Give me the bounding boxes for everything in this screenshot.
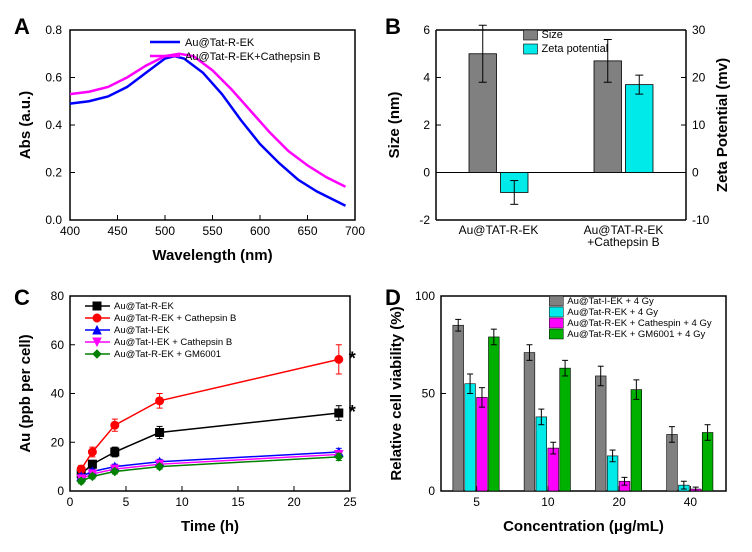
svg-text:10: 10 bbox=[175, 495, 189, 509]
svg-text:-2: -2 bbox=[419, 213, 430, 227]
svg-text:40: 40 bbox=[684, 495, 698, 509]
svg-text:10: 10 bbox=[692, 118, 706, 132]
chart-d: 0 50 100 5 10 20 40 Concentration (μg/mL) Relati… bbox=[381, 281, 741, 541]
svg-text:Size (nm): Size (nm) bbox=[386, 92, 403, 159]
svg-text:Au@Tat-I-EK: Au@Tat-I-EK bbox=[114, 325, 170, 336]
svg-text:Au@Tat-I-EK + 4 Gy: Au@Tat-I-EK + 4 Gy bbox=[567, 296, 654, 307]
svg-text:60: 60 bbox=[51, 338, 65, 352]
svg-text:550: 550 bbox=[202, 224, 222, 238]
svg-text:Au@Tat-R-EK: Au@Tat-R-EK bbox=[185, 37, 255, 49]
svg-text:Au@Tat-I-EK + Cathepsin B: Au@Tat-I-EK + Cathepsin B bbox=[114, 337, 232, 348]
svg-text:*: * bbox=[349, 402, 356, 422]
svg-text:Au@Tat-R-EK + GM6001: Au@Tat-R-EK + GM6001 bbox=[114, 349, 221, 360]
svg-text:4: 4 bbox=[423, 71, 430, 85]
svg-text:450: 450 bbox=[107, 224, 127, 238]
svg-text:Relative cell viability (%): Relative cell viability (%) bbox=[388, 306, 405, 480]
panel-a-label: A bbox=[14, 14, 30, 40]
svg-text:20: 20 bbox=[692, 71, 706, 85]
svg-text:Au@TAT-R-EK: Au@TAT-R-EK bbox=[459, 223, 539, 237]
chart-a: 400 450 500 550 600 650 700 0.0 0.2 0.4 0.6 0.8 Wave… bbox=[10, 10, 370, 270]
svg-text:Au@Tat-R-EK + 4 Gy: Au@Tat-R-EK + 4 Gy bbox=[567, 307, 658, 318]
svg-text:0.0: 0.0 bbox=[45, 213, 62, 227]
svg-text:30: 30 bbox=[692, 23, 706, 37]
svg-text:0: 0 bbox=[423, 166, 430, 180]
svg-text:400: 400 bbox=[60, 224, 80, 238]
svg-text:Au (ppb per cell): Au (ppb per cell) bbox=[17, 334, 34, 452]
svg-text:5: 5 bbox=[473, 495, 480, 509]
svg-text:500: 500 bbox=[155, 224, 175, 238]
chart-c: 0 5 10 15 20 25 0 20 40 60 80 Time (h) Au (ppb per c… bbox=[10, 281, 370, 541]
svg-text:40: 40 bbox=[51, 387, 65, 401]
svg-text:Size: Size bbox=[542, 29, 563, 41]
panel-c-label: C bbox=[14, 285, 30, 311]
panel-d-label: D bbox=[385, 285, 401, 311]
svg-text:50: 50 bbox=[422, 387, 436, 401]
svg-text:Abs (a.u.): Abs (a.u.) bbox=[17, 91, 34, 159]
svg-text:15: 15 bbox=[231, 495, 245, 509]
svg-text:Concentration (μg/mL): Concentration (μg/mL) bbox=[503, 518, 664, 535]
svg-text:0: 0 bbox=[428, 484, 435, 498]
chart-b: -20246-100102030Au@TAT-R-EKAu@TAT-R-EK+C… bbox=[381, 10, 741, 270]
svg-text:0.2: 0.2 bbox=[45, 166, 62, 180]
svg-text:100: 100 bbox=[415, 289, 435, 303]
panel-b: B -20246-100102030Au@TAT-R-EKAu@TAT-R-EK… bbox=[381, 10, 742, 271]
svg-text:Time (h): Time (h) bbox=[181, 518, 239, 535]
svg-text:Au@Tat-R-EK + Cathespin + 4 Gy: Au@Tat-R-EK + Cathespin + 4 Gy bbox=[567, 318, 712, 329]
svg-text:0.8: 0.8 bbox=[45, 23, 62, 37]
svg-text:0.6: 0.6 bbox=[45, 71, 62, 85]
svg-text:20: 20 bbox=[51, 435, 65, 449]
panel-c: C 0 5 10 15 20 25 0 20 40 60 80 Time (h) Au (ppb per… bbox=[10, 281, 371, 542]
svg-text:0.4: 0.4 bbox=[45, 118, 62, 132]
svg-text:Wavelength (nm): Wavelength (nm) bbox=[152, 247, 272, 264]
svg-text:25: 25 bbox=[343, 495, 357, 509]
svg-text:2: 2 bbox=[423, 118, 430, 132]
svg-text:Au@Tat-R-EK + GM6001 + 4 Gy: Au@Tat-R-EK + GM6001 + 4 Gy bbox=[567, 329, 705, 340]
svg-text:20: 20 bbox=[287, 495, 301, 509]
panel-a: A 400 450 500 550 600 650 700 0.0 0.2 0.4 0.6 0.8 Wa… bbox=[10, 10, 371, 271]
svg-text:Zeta potential: Zeta potential bbox=[542, 43, 609, 55]
svg-text:Au@Tat-R-EK: Au@Tat-R-EK bbox=[114, 301, 174, 312]
svg-text:Au@Tat-R-EK+Cathepsin B: Au@Tat-R-EK+Cathepsin B bbox=[185, 51, 321, 63]
svg-text:+Cathepsin B: +Cathepsin B bbox=[587, 235, 659, 249]
svg-text:20: 20 bbox=[612, 495, 626, 509]
svg-text:Zeta Potential (mv): Zeta Potential (mv) bbox=[714, 58, 731, 192]
panel-d: D 0 50 100 5 10 20 40 Concentration (μg/mL) Rela… bbox=[381, 281, 742, 542]
svg-text:0: 0 bbox=[57, 484, 64, 498]
panel-b-label: B bbox=[385, 14, 401, 40]
svg-text:600: 600 bbox=[250, 224, 270, 238]
svg-text:10: 10 bbox=[541, 495, 555, 509]
svg-text:0: 0 bbox=[67, 495, 74, 509]
svg-text:Au@Tat-R-EK + Cathepsin B: Au@Tat-R-EK + Cathepsin B bbox=[114, 313, 236, 324]
svg-text:0: 0 bbox=[692, 166, 699, 180]
svg-text:-10: -10 bbox=[692, 213, 710, 227]
svg-text:80: 80 bbox=[51, 289, 65, 303]
svg-text:5: 5 bbox=[123, 495, 130, 509]
svg-text:650: 650 bbox=[297, 224, 317, 238]
svg-text:700: 700 bbox=[345, 224, 365, 238]
svg-text:6: 6 bbox=[423, 23, 430, 37]
svg-text:*: * bbox=[349, 348, 356, 368]
